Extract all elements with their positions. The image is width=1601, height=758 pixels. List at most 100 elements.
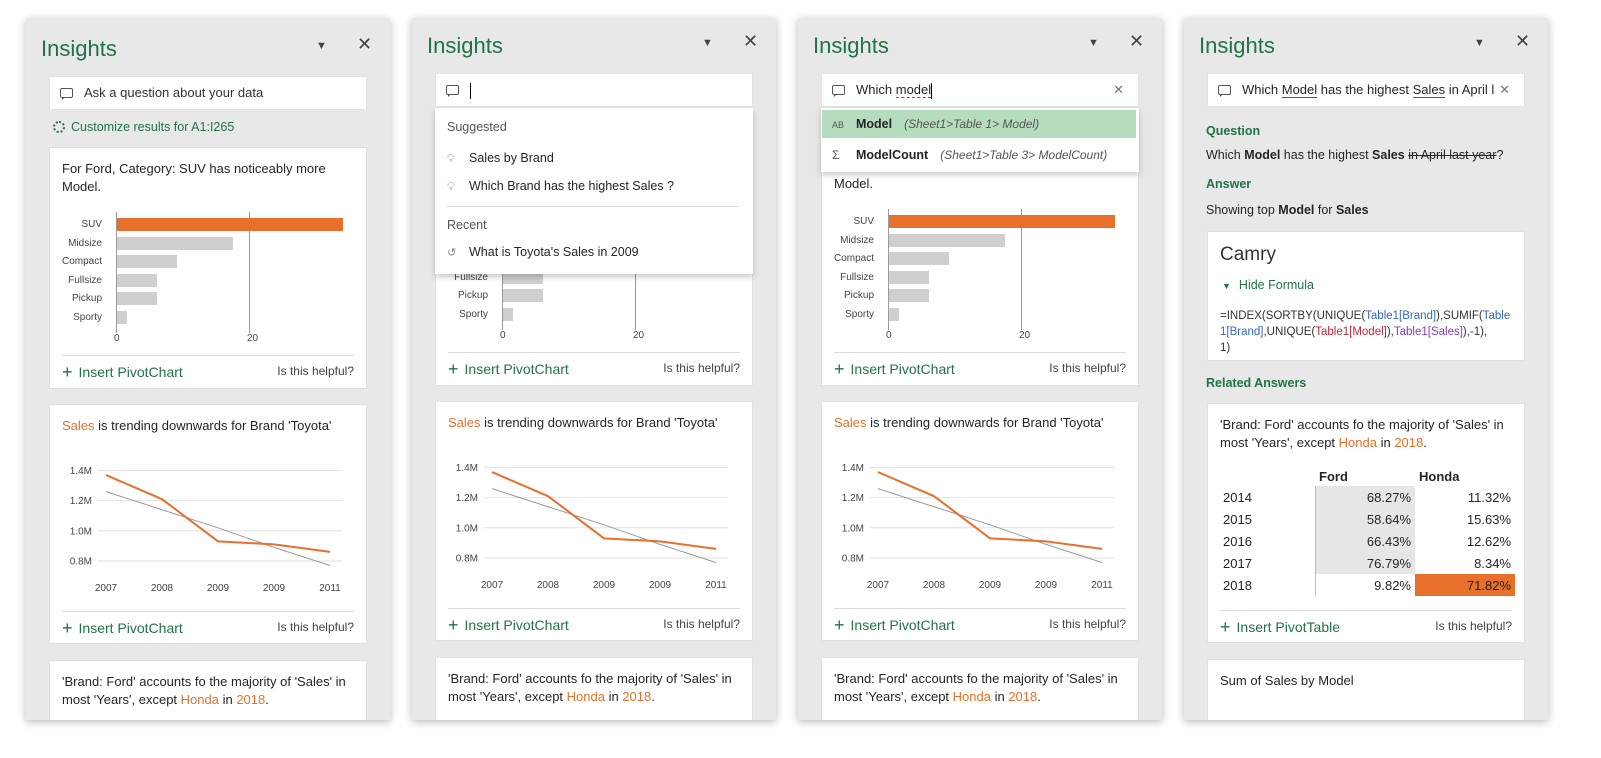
hide-formula-toggle[interactable]: ▼ Hide Formula: [1222, 278, 1314, 292]
insert-pivottable-button[interactable]: + Insert PivotTable: [1220, 617, 1340, 638]
answer-card: Camry ▼ Hide Formula =INDEX(SORTBY(UNIQUE…: [1207, 231, 1525, 361]
search-input[interactable]: Which model ✕: [821, 73, 1139, 107]
x-tick-label: 0: [500, 330, 506, 341]
autocomplete-item-model[interactable]: AB Model (Sheet1>Table 1> Model): [822, 110, 1136, 138]
formula-part: ),SUMIF(: [1436, 310, 1483, 322]
close-icon[interactable]: ✕: [1129, 31, 1145, 51]
chevron-down-icon[interactable]: ▼: [316, 40, 327, 52]
honda-cell: 71.82%: [1415, 574, 1515, 596]
insight-card-bar: For Ford, Category: SUV has noticeably m…: [49, 147, 367, 389]
helpful-link[interactable]: Is this helpful?: [1049, 361, 1126, 375]
insert-label: Insert PivotChart: [464, 361, 569, 377]
x-tick-label: 2011: [705, 580, 727, 591]
table-row: 2014 68.27% 11.32%: [1219, 486, 1515, 508]
insert-pivotchart-button[interactable]: + Insert PivotChart: [834, 359, 955, 380]
close-icon[interactable]: ✕: [743, 31, 759, 51]
y-tick-label: 0.8M: [456, 553, 478, 564]
autocomplete-item-modelcount[interactable]: Σ ModelCount (Sheet1>Table 3> ModelCount): [822, 141, 1136, 169]
insert-pivotchart-button[interactable]: + Insert PivotChart: [448, 359, 569, 380]
insert-pivotchart-button[interactable]: + Insert PivotChart: [834, 615, 955, 636]
helpful-link[interactable]: Is this helpful?: [663, 617, 740, 631]
insert-pivotchart-button[interactable]: + Insert PivotChart: [62, 362, 183, 383]
a-model: Model: [1278, 203, 1315, 217]
brand-share-table: Ford Honda 2014 68.27% 11.32% 2015 58.64% 15…: [1219, 466, 1516, 596]
helpful-link[interactable]: Is this helpful?: [277, 364, 354, 378]
bar: [117, 310, 127, 324]
search-input[interactable]: Which Model has the highest Sales in Apr…: [1207, 73, 1525, 107]
insert-pivotchart-button[interactable]: + Insert PivotChart: [448, 615, 569, 636]
gridline: [1020, 209, 1022, 330]
bar: [117, 218, 343, 231]
pane-title: Insights: [41, 36, 117, 61]
bar-label: Fullsize: [454, 271, 488, 283]
bar-label: Sporty: [845, 308, 874, 320]
x-tick-label: 2009: [593, 580, 616, 591]
table-header-honda: Honda: [1419, 468, 1460, 484]
chevron-down-icon[interactable]: ▼: [1088, 37, 1099, 49]
pane-title: Insights: [427, 33, 503, 58]
ford-cell: 58.64%: [1315, 508, 1415, 530]
trend-line: [105, 491, 331, 566]
insights-pane-1: Insights ▼ ✕ Ask a question about your d…: [26, 18, 390, 720]
helpful-link[interactable]: Is this helpful?: [663, 361, 740, 375]
helpful-link[interactable]: Is this helpful?: [1049, 617, 1126, 631]
search-input[interactable]: Ask a question about your data: [49, 76, 367, 110]
a-part: for: [1314, 203, 1336, 217]
helpful-link[interactable]: Is this helpful?: [1435, 619, 1512, 633]
bar: [117, 236, 234, 250]
brand-text-a: 'Brand: Ford' accounts fo the majority o…: [448, 671, 732, 704]
clear-icon[interactable]: ✕: [1113, 82, 1124, 97]
sales-highlight: Sales: [62, 418, 95, 433]
gridline: [248, 212, 250, 333]
honda-highlight: Honda: [1338, 435, 1377, 450]
chevron-down-icon[interactable]: ▼: [1474, 37, 1485, 49]
plus-icon: +: [834, 359, 845, 379]
insight-text: 'Brand: Ford' accounts fo the majority o…: [834, 670, 1130, 706]
bar: [503, 307, 513, 321]
line-chart: 1.4M 1.2M 1.0M 0.8M 2007 2008 2009 2009 2011: [822, 448, 1138, 598]
x-tick-label: 2009: [207, 583, 230, 594]
honda-cell: 15.63%: [1466, 511, 1511, 527]
insight-text: Sales is trending downwards for Brand 'T…: [448, 414, 744, 432]
recent-item[interactable]: ↺ What is Toyota's Sales in 2009: [447, 242, 737, 262]
insight-card-brand: 'Brand: Ford' accounts fo the majority o…: [435, 657, 753, 720]
related-answers-header: Related Answers: [1206, 376, 1307, 390]
formula-part: ),-1),: [1462, 326, 1488, 338]
q-model: Model: [1244, 148, 1281, 162]
insight-text: Sales is trending downwards for Brand 'T…: [62, 417, 358, 435]
chevron-down-icon[interactable]: ▼: [702, 37, 713, 49]
suggestions-dropdown: Suggested 💡︎ Sales by Brand 💡︎ Which Brand…: [435, 108, 753, 274]
insert-pivotchart-button[interactable]: + Insert PivotChart: [62, 618, 183, 639]
close-icon[interactable]: ✕: [1515, 31, 1531, 51]
customize-link[interactable]: Customize results for A1:I265: [53, 120, 234, 134]
series-line: [877, 471, 1103, 550]
helpful-link[interactable]: Is this helpful?: [277, 620, 354, 634]
customize-label: Customize results for A1:I265: [71, 120, 235, 134]
brand-text-a: 'Brand: Ford' accounts fo the majority o…: [62, 674, 346, 707]
series-line: [491, 471, 717, 550]
bar: [503, 289, 543, 302]
answer-value: Camry: [1220, 244, 1276, 265]
brand-text-b: in: [218, 692, 237, 707]
close-icon[interactable]: ✕: [357, 34, 373, 54]
bar-label: Compact: [61, 256, 102, 267]
x-tick-label: 2008: [537, 580, 560, 591]
x-tick-label: 2011: [319, 583, 341, 594]
query-entity: model: [895, 82, 932, 98]
sales-highlight: Sales: [448, 415, 481, 430]
clear-icon[interactable]: ✕: [1495, 74, 1510, 106]
query-entity-model: Model: [1281, 82, 1318, 98]
insert-label: Insert PivotChart: [78, 620, 183, 636]
related-answer-card: 'Brand: Ford' accounts fo the majority o…: [1207, 403, 1525, 643]
ford-cell: 9.82%: [1374, 577, 1411, 593]
insight-card-brand: 'Brand: Ford' accounts fo the majority o…: [49, 660, 367, 720]
bar-label: SUV: [81, 219, 102, 230]
search-input[interactable]: [435, 73, 753, 107]
bar: [889, 307, 899, 321]
line-chart: 1.4M 1.2M 1.0M 0.8M 2007 2008 2009 2009 2011: [50, 451, 366, 601]
year-cell: 2016: [1219, 530, 1316, 552]
suggestion-item[interactable]: 💡︎ Sales by Brand: [447, 148, 737, 168]
x-tick-label: 2008: [151, 583, 174, 594]
suggestion-item[interactable]: 💡︎ Which Brand has the highest Sales ?: [447, 176, 737, 196]
plus-icon: +: [448, 359, 459, 379]
